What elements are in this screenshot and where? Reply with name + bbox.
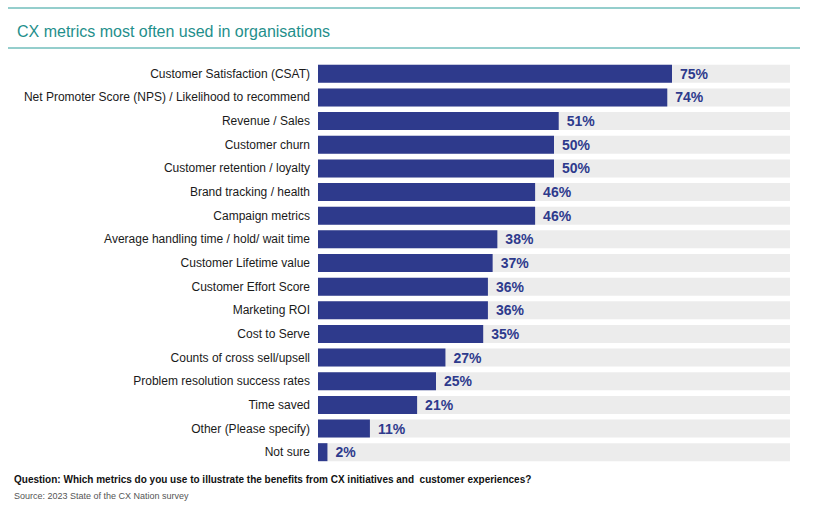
svg-text:35%: 35%: [491, 326, 520, 342]
svg-text:Source: 2023 State of the CX N: Source: 2023 State of the CX Nation surv…: [14, 491, 189, 501]
svg-text:Marketing ROI: Marketing ROI: [233, 303, 310, 317]
svg-text:50%: 50%: [562, 160, 591, 176]
svg-text:2%: 2%: [335, 444, 356, 460]
svg-text:Question: Which metrics do you: Question: Which metrics do you use to il…: [14, 474, 531, 485]
svg-text:27%: 27%: [453, 350, 482, 366]
svg-text:Time saved: Time saved: [248, 398, 310, 412]
svg-text:Cost to Serve: Cost to Serve: [237, 327, 310, 341]
svg-text:Not sure: Not sure: [265, 445, 311, 459]
svg-text:Counts of cross sell/upsell: Counts of cross sell/upsell: [171, 351, 310, 365]
svg-text:37%: 37%: [501, 255, 530, 271]
svg-text:11%: 11%: [378, 421, 406, 437]
svg-text:Customer Effort Score: Customer Effort Score: [192, 280, 311, 294]
svg-text:46%: 46%: [543, 184, 572, 200]
svg-text:21%: 21%: [425, 397, 454, 413]
svg-text:Average handling time / hold/: Average handling time / hold/ wait time: [104, 232, 310, 246]
svg-text:50%: 50%: [562, 137, 591, 153]
svg-text:74%: 74%: [675, 89, 704, 105]
svg-text:Other (Please specify): Other (Please specify): [191, 422, 310, 436]
svg-text:38%: 38%: [505, 231, 534, 247]
svg-text:Customer retention / loyalty: Customer retention / loyalty: [164, 161, 310, 175]
svg-text:Revenue / Sales: Revenue / Sales: [222, 114, 310, 128]
svg-text:75%: 75%: [680, 66, 709, 82]
svg-text:Customer churn: Customer churn: [225, 138, 310, 152]
svg-text:46%: 46%: [543, 208, 572, 224]
svg-text:36%: 36%: [496, 279, 525, 295]
svg-text:Net Promoter Score (NPS) / Lik: Net Promoter Score (NPS) / Likelihood to…: [24, 90, 310, 104]
svg-text:Problem resolution success rat: Problem resolution success rates: [133, 374, 310, 388]
svg-text:Customer Satisfaction (CSAT): Customer Satisfaction (CSAT): [150, 67, 310, 81]
svg-text:25%: 25%: [444, 373, 473, 389]
svg-text:CX metrics most often used in: CX metrics most often used in organisati…: [17, 23, 330, 40]
svg-text:Campaign metrics: Campaign metrics: [213, 209, 310, 223]
svg-text:51%: 51%: [567, 113, 596, 129]
svg-text:Customer Lifetime value: Customer Lifetime value: [181, 256, 311, 270]
svg-text:36%: 36%: [496, 302, 525, 318]
svg-text:Brand tracking / health: Brand tracking / health: [190, 185, 310, 199]
